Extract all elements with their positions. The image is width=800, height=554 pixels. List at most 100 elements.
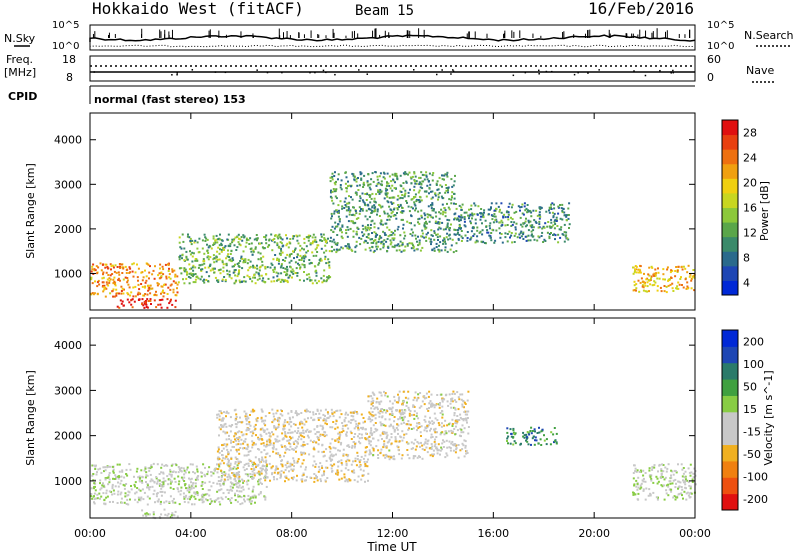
data-cell xyxy=(212,237,215,240)
data-cell xyxy=(444,246,447,249)
data-cell xyxy=(418,183,421,186)
data-cell xyxy=(137,488,140,491)
data-cell xyxy=(108,280,111,282)
data-cell xyxy=(399,240,402,243)
data-cell xyxy=(145,275,148,278)
data-cell xyxy=(215,256,218,259)
data-cell xyxy=(305,408,308,411)
data-cell xyxy=(340,441,343,444)
data-cell xyxy=(108,490,111,493)
data-cell xyxy=(403,195,406,198)
data-cell xyxy=(116,463,119,466)
data-cell xyxy=(298,279,301,282)
data-cell xyxy=(156,282,159,285)
data-cell xyxy=(241,280,244,283)
data-cell xyxy=(555,216,558,219)
data-cell xyxy=(450,398,453,401)
data-cell xyxy=(465,211,468,214)
data-cell xyxy=(458,227,461,229)
data-cell xyxy=(686,287,689,290)
data-cell xyxy=(345,453,348,456)
data-cell xyxy=(373,207,376,210)
data-cell xyxy=(157,479,160,481)
data-cell xyxy=(452,184,455,187)
freq-dot xyxy=(577,71,579,74)
data-cell xyxy=(348,446,351,448)
data-cell xyxy=(249,414,251,416)
data-cell xyxy=(560,207,563,210)
data-cell xyxy=(535,222,538,224)
data-cell xyxy=(372,414,375,417)
data-cell xyxy=(689,273,692,276)
data-cell xyxy=(677,287,680,290)
data-cell xyxy=(430,436,433,439)
data-cell xyxy=(149,473,152,476)
data-cell xyxy=(171,480,173,483)
data-cell xyxy=(145,279,148,282)
data-cell xyxy=(377,439,380,442)
data-cell xyxy=(443,207,446,209)
data-cell xyxy=(676,496,679,499)
data-cell xyxy=(552,216,555,219)
data-cell xyxy=(96,285,99,288)
data-cell xyxy=(196,241,199,244)
data-cell xyxy=(252,496,255,499)
data-cell xyxy=(657,496,659,499)
data-cell xyxy=(438,176,441,179)
data-cell xyxy=(372,405,374,407)
data-cell xyxy=(227,461,230,464)
data-cell xyxy=(373,231,376,234)
data-cell xyxy=(410,428,413,430)
data-cell xyxy=(345,424,348,427)
data-cell xyxy=(222,473,225,476)
data-cell xyxy=(412,405,415,408)
data-cell xyxy=(332,238,335,241)
data-cell xyxy=(234,438,236,441)
data-cell xyxy=(391,184,394,187)
data-cell xyxy=(335,209,338,212)
data-cell xyxy=(446,202,448,205)
data-cell xyxy=(675,471,678,474)
data-cell xyxy=(216,279,218,282)
data-cell xyxy=(355,217,358,220)
data-cell xyxy=(251,253,254,256)
data-cell xyxy=(641,284,644,287)
data-cell xyxy=(341,225,344,228)
data-cell xyxy=(188,263,191,266)
data-cell xyxy=(220,424,223,427)
data-cell xyxy=(648,274,651,277)
data-cell xyxy=(481,233,484,236)
data-cell xyxy=(135,470,138,473)
data-cell xyxy=(692,472,695,475)
data-cell xyxy=(321,451,324,454)
data-cell xyxy=(345,209,348,212)
data-cell xyxy=(412,447,414,450)
data-cell xyxy=(227,478,230,481)
data-cell xyxy=(352,469,355,472)
data-cell xyxy=(261,246,264,249)
data-cell xyxy=(314,465,317,468)
data-cell xyxy=(271,465,274,468)
data-cell xyxy=(674,498,677,501)
data-cell xyxy=(412,207,414,210)
data-cell xyxy=(281,245,284,248)
data-cell xyxy=(113,270,116,273)
data-cell xyxy=(406,244,409,247)
data-cell xyxy=(320,465,323,468)
data-cell xyxy=(210,247,213,250)
data-cell xyxy=(470,222,472,225)
data-cell xyxy=(104,295,107,298)
data-cell xyxy=(225,438,228,441)
data-cell xyxy=(395,427,398,429)
data-cell xyxy=(423,190,426,193)
data-cell xyxy=(470,208,473,211)
data-cell xyxy=(330,176,333,179)
data-cell xyxy=(235,473,238,476)
data-cell xyxy=(324,422,327,425)
data-cell xyxy=(353,436,356,438)
data-cell xyxy=(378,391,381,394)
data-cell xyxy=(446,222,449,225)
data-cell xyxy=(361,234,364,237)
data-cell xyxy=(146,262,149,265)
data-cell xyxy=(187,275,190,278)
